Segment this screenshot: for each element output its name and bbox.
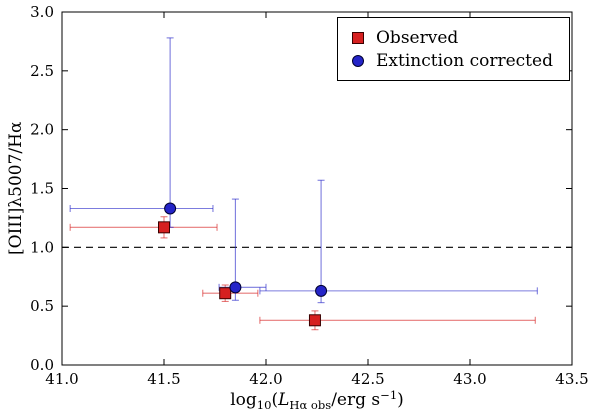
y-tick-label: 0.0 — [30, 356, 54, 374]
observed-data-point — [219, 287, 232, 300]
legend-item-observed: Observed — [352, 28, 561, 48]
legend-item-extinction-corrected: Extinction corrected — [352, 51, 561, 71]
legend-label-observed: Observed — [376, 28, 459, 48]
y-tick-label: 1.5 — [30, 180, 54, 198]
extinction-corrected-marker-icon — [352, 55, 364, 67]
y-tick-label: 2.0 — [30, 121, 54, 139]
x-axis-label-part: 10 — [256, 397, 272, 412]
x-axis-label-part: −1 — [380, 388, 398, 402]
x-axis-label: log10(LHα obs/erg s−1) — [62, 388, 572, 412]
extinction-corrected-data-point — [164, 202, 177, 215]
x-tick-label: 43.5 — [555, 370, 588, 388]
x-tick-label: 42.5 — [351, 370, 384, 388]
observed-data-point — [308, 314, 321, 327]
y-axis-label: [OIII]λ5007/Hα — [6, 121, 26, 256]
x-axis-label-part: L — [278, 389, 290, 410]
legend: Observed Extinction corrected — [337, 17, 570, 81]
x-tick-label: 42.0 — [249, 370, 282, 388]
y-tick-label: 3.0 — [30, 3, 54, 21]
x-tick-label: 43.0 — [453, 370, 486, 388]
legend-label-extinction-corrected: Extinction corrected — [376, 51, 553, 71]
x-tick-label: 41.0 — [45, 370, 78, 388]
x-axis-label-part: log — [230, 389, 257, 410]
y-tick-label: 2.5 — [30, 62, 54, 80]
x-axis-label-part: /erg s — [331, 389, 381, 410]
observed-data-point — [158, 221, 170, 234]
y-tick-label: 0.5 — [30, 297, 54, 315]
x-axis-label-part: Hα obs — [289, 397, 332, 412]
y-tick-label: 1.0 — [30, 238, 54, 256]
x-tick-label: 41.5 — [147, 370, 180, 388]
observed-marker-icon — [352, 32, 364, 44]
x-axis-label-part: ( — [271, 389, 279, 410]
x-axis-label-part: ) — [397, 389, 404, 410]
extinction-corrected-data-point — [229, 281, 242, 294]
extinction-corrected-data-point — [315, 284, 328, 297]
